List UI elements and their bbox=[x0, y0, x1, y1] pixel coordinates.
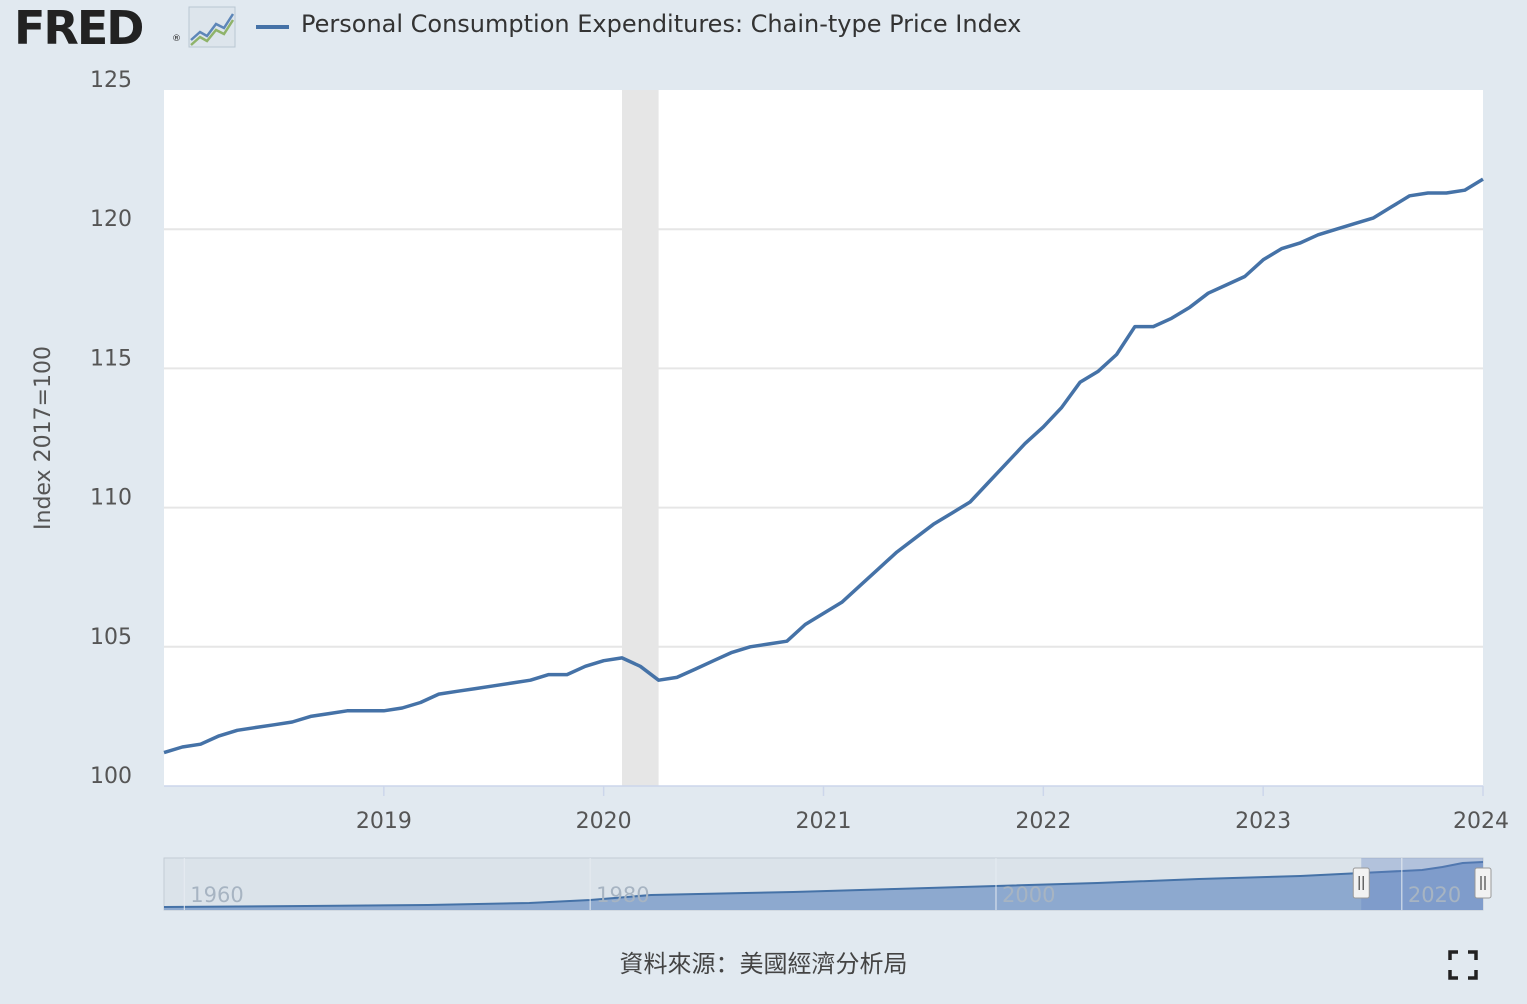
y-tick-label: 110 bbox=[90, 486, 132, 511]
legend-series-swatch[interactable] bbox=[256, 25, 289, 29]
graph-line-icon bbox=[188, 6, 236, 48]
navigator-tick-label: 2000 bbox=[1002, 883, 1055, 907]
range-navigator[interactable]: 1960 1980 2000 2020 bbox=[163, 857, 1492, 911]
recession-band-layer bbox=[621, 90, 659, 786]
series-layer bbox=[163, 177, 1484, 755]
series-line[interactable] bbox=[163, 177, 1484, 755]
x-tick-label: 2022 bbox=[1015, 809, 1071, 834]
navigator-tick-label: 1980 bbox=[596, 883, 649, 907]
navigator-selection[interactable] bbox=[1361, 858, 1483, 910]
x-tick-label: 2024 bbox=[1453, 809, 1509, 834]
navigator-handle-right[interactable] bbox=[1474, 867, 1492, 899]
x-tick-label: 2019 bbox=[356, 809, 412, 834]
y-axis-ticks: 100 105 110 115 120 125 bbox=[90, 68, 132, 789]
y-axis-label: Index 2017=100 bbox=[31, 346, 56, 530]
x-tick-label: 2020 bbox=[576, 809, 632, 834]
x-axis-ticks: 2019 2020 2021 2022 2023 2024 bbox=[164, 785, 1509, 834]
chart-header: FRED ® Personal Consumption Expenditures… bbox=[0, 0, 1527, 60]
grid-lines bbox=[164, 228, 1483, 648]
x-tick-label: 2023 bbox=[1235, 809, 1291, 834]
y-tick-label: 120 bbox=[90, 207, 132, 232]
y-tick-label: 105 bbox=[90, 625, 132, 650]
y-tick-label: 100 bbox=[90, 764, 132, 789]
fullscreen-icon[interactable] bbox=[1448, 950, 1478, 980]
registered-mark: ® bbox=[172, 34, 181, 44]
fred-logo[interactable]: FRED bbox=[14, 1, 144, 55]
y-tick-label: 125 bbox=[90, 68, 132, 93]
navigator-tick-label: 1960 bbox=[190, 883, 243, 907]
y-tick-label: 115 bbox=[90, 346, 132, 371]
navigator-area bbox=[164, 862, 1483, 910]
x-tick-label: 2021 bbox=[796, 809, 852, 834]
recession-band bbox=[621, 90, 659, 786]
source-credit: 資料來源：美國經濟分析局 bbox=[619, 950, 908, 978]
navigator-handle-left[interactable] bbox=[1352, 867, 1370, 899]
plot-area bbox=[164, 90, 1483, 786]
navigator-tick-label: 2020 bbox=[1408, 883, 1461, 907]
legend-series-label[interactable]: Personal Consumption Expenditures: Chain… bbox=[301, 10, 1022, 38]
